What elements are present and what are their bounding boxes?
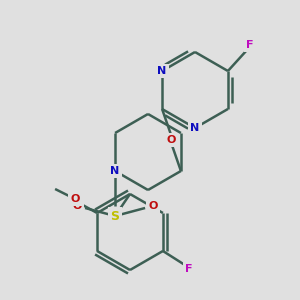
Text: O: O bbox=[72, 201, 82, 211]
Text: O: O bbox=[148, 201, 158, 211]
Text: N: N bbox=[190, 123, 200, 133]
Text: F: F bbox=[246, 40, 254, 50]
Text: F: F bbox=[185, 264, 193, 274]
Text: N: N bbox=[110, 166, 120, 176]
Text: O: O bbox=[167, 135, 176, 145]
Text: O: O bbox=[70, 194, 80, 204]
Text: N: N bbox=[158, 66, 167, 76]
Text: S: S bbox=[111, 209, 120, 223]
